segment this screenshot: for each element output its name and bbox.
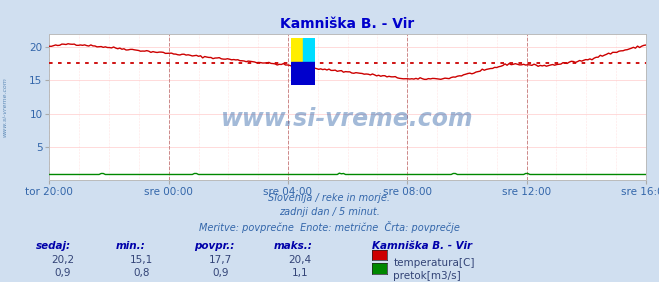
Text: pretok[m3/s]: pretok[m3/s]: [393, 271, 461, 281]
Text: 0,9: 0,9: [212, 268, 229, 278]
Text: temperatura[C]: temperatura[C]: [393, 258, 475, 268]
Text: maks.:: maks.:: [273, 241, 312, 251]
Bar: [291, 38, 303, 62]
Title: Kamniška B. - Vir: Kamniška B. - Vir: [281, 17, 415, 31]
Text: 20,2: 20,2: [51, 255, 74, 265]
Text: Slovenija / reke in morje.: Slovenija / reke in morje.: [268, 193, 391, 203]
Text: Meritve: povprečne  Enote: metrične  Črta: povprečje: Meritve: povprečne Enote: metrične Črta:…: [199, 221, 460, 233]
Text: povpr.:: povpr.:: [194, 241, 235, 251]
Text: 17,7: 17,7: [209, 255, 233, 265]
Bar: [291, 62, 315, 85]
Text: min.:: min.:: [115, 241, 145, 251]
Text: www.si-vreme.com: www.si-vreme.com: [221, 107, 474, 131]
Text: zadnji dan / 5 minut.: zadnji dan / 5 minut.: [279, 207, 380, 217]
Text: www.si-vreme.com: www.si-vreme.com: [3, 77, 8, 137]
Text: 1,1: 1,1: [291, 268, 308, 278]
Text: 0,9: 0,9: [54, 268, 71, 278]
Text: 20,4: 20,4: [288, 255, 312, 265]
Bar: [303, 38, 315, 62]
Text: 0,8: 0,8: [133, 268, 150, 278]
Text: Kamniška B. - Vir: Kamniška B. - Vir: [372, 241, 473, 251]
Text: 15,1: 15,1: [130, 255, 154, 265]
Text: sedaj:: sedaj:: [36, 241, 71, 251]
